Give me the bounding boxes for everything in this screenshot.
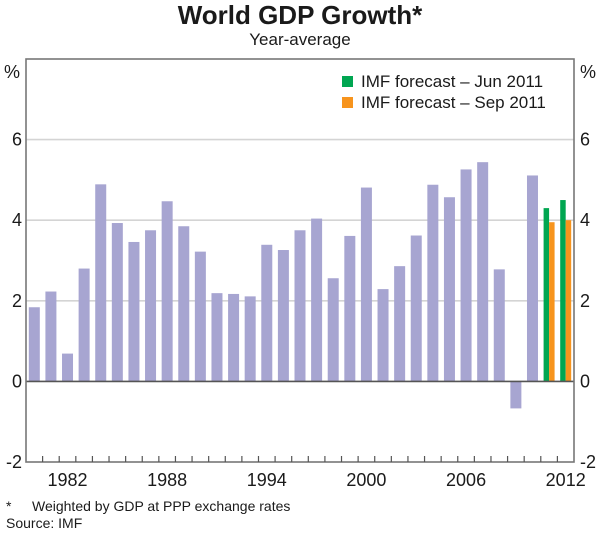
forecast-bar-jun-2012	[560, 200, 566, 382]
x-tick-label: 2006	[446, 470, 486, 490]
bar-2000	[360, 187, 372, 382]
bar-2005	[443, 197, 455, 382]
y-axis-unit-right: %	[580, 62, 596, 82]
bar-2008	[493, 269, 505, 382]
bar-2004	[427, 184, 439, 382]
y-tick-label-left: 6	[12, 130, 22, 150]
y-tick-label-right: -2	[580, 452, 596, 472]
bar-2007	[477, 162, 489, 382]
bars	[28, 162, 572, 409]
bar-2003	[410, 235, 422, 382]
forecast-bar-sep-2011	[549, 222, 555, 382]
bar-1993	[244, 296, 256, 382]
plot-frame	[25, 58, 575, 463]
bar-2001	[377, 289, 389, 382]
y-tick-label-right: 4	[580, 210, 590, 230]
bar-1983	[78, 268, 90, 382]
bar-1999	[344, 235, 356, 382]
y-tick-label-left: 2	[12, 291, 22, 311]
source-note: Source: IMF	[6, 515, 83, 531]
legend: IMF forecast – Jun 2011 IMF forecast – Se…	[342, 72, 546, 112]
bar-1981	[45, 291, 57, 382]
bar-1982	[62, 353, 74, 382]
x-tick-label: 1988	[147, 470, 187, 490]
legend-swatch	[342, 97, 353, 108]
x-tick-label: 2000	[346, 470, 386, 490]
bar-1989	[178, 226, 190, 382]
y-tick-label-right: 2	[580, 291, 590, 311]
forecast-bar-jun-2011	[543, 208, 550, 382]
bar-1986	[128, 241, 140, 382]
footnote-text: Weighted by GDP at PPP exchange rates	[32, 498, 291, 514]
x-tick-label: 2012	[546, 470, 586, 490]
legend-label: IMF forecast – Jun 2011	[361, 72, 543, 91]
chart-title: World GDP Growth*	[177, 0, 423, 30]
legend-swatch	[342, 76, 353, 87]
bar-1995	[277, 250, 289, 382]
y-tick-labels: -2 -2 0 0 2 2 4 4 6 6	[6, 130, 596, 472]
y-tick-label-left: -2	[6, 452, 22, 472]
bar-2002	[394, 266, 406, 382]
bar-1996	[294, 230, 306, 382]
bar-2010	[526, 175, 538, 382]
footnote-marker: *	[6, 498, 12, 514]
bar-1985	[111, 223, 123, 382]
bar-2009	[510, 381, 522, 409]
bar-1984	[95, 184, 107, 382]
bar-1988	[161, 201, 173, 382]
x-ticks	[42, 456, 558, 462]
footnote: * Weighted by GDP at PPP exchange rates	[6, 498, 290, 514]
chart-subtitle: Year-average	[249, 30, 351, 49]
y-tick-label-right: 6	[580, 130, 590, 150]
x-tick-labels: 1982 1988 1994 2000 2006 2012	[47, 470, 585, 490]
bar-1992	[228, 293, 240, 382]
bar-1998	[327, 278, 339, 382]
y-tick-label-left: 4	[12, 210, 22, 230]
bar-2006	[460, 169, 472, 382]
bar-1980	[28, 307, 40, 382]
x-tick-label: 1994	[247, 470, 287, 490]
y-axis-unit-left: %	[4, 62, 20, 82]
y-tick-label-left: 0	[12, 371, 22, 391]
bar-1990	[194, 251, 206, 382]
x-tick-label: 1982	[47, 470, 87, 490]
bar-1991	[211, 293, 223, 382]
forecast-bar-sep-2012	[565, 220, 572, 382]
bar-1987	[145, 230, 157, 382]
legend-label: IMF forecast – Sep 2011	[361, 93, 546, 112]
bar-1997	[311, 218, 323, 382]
bar-1994	[261, 244, 273, 382]
y-tick-label-right: 0	[580, 371, 590, 391]
